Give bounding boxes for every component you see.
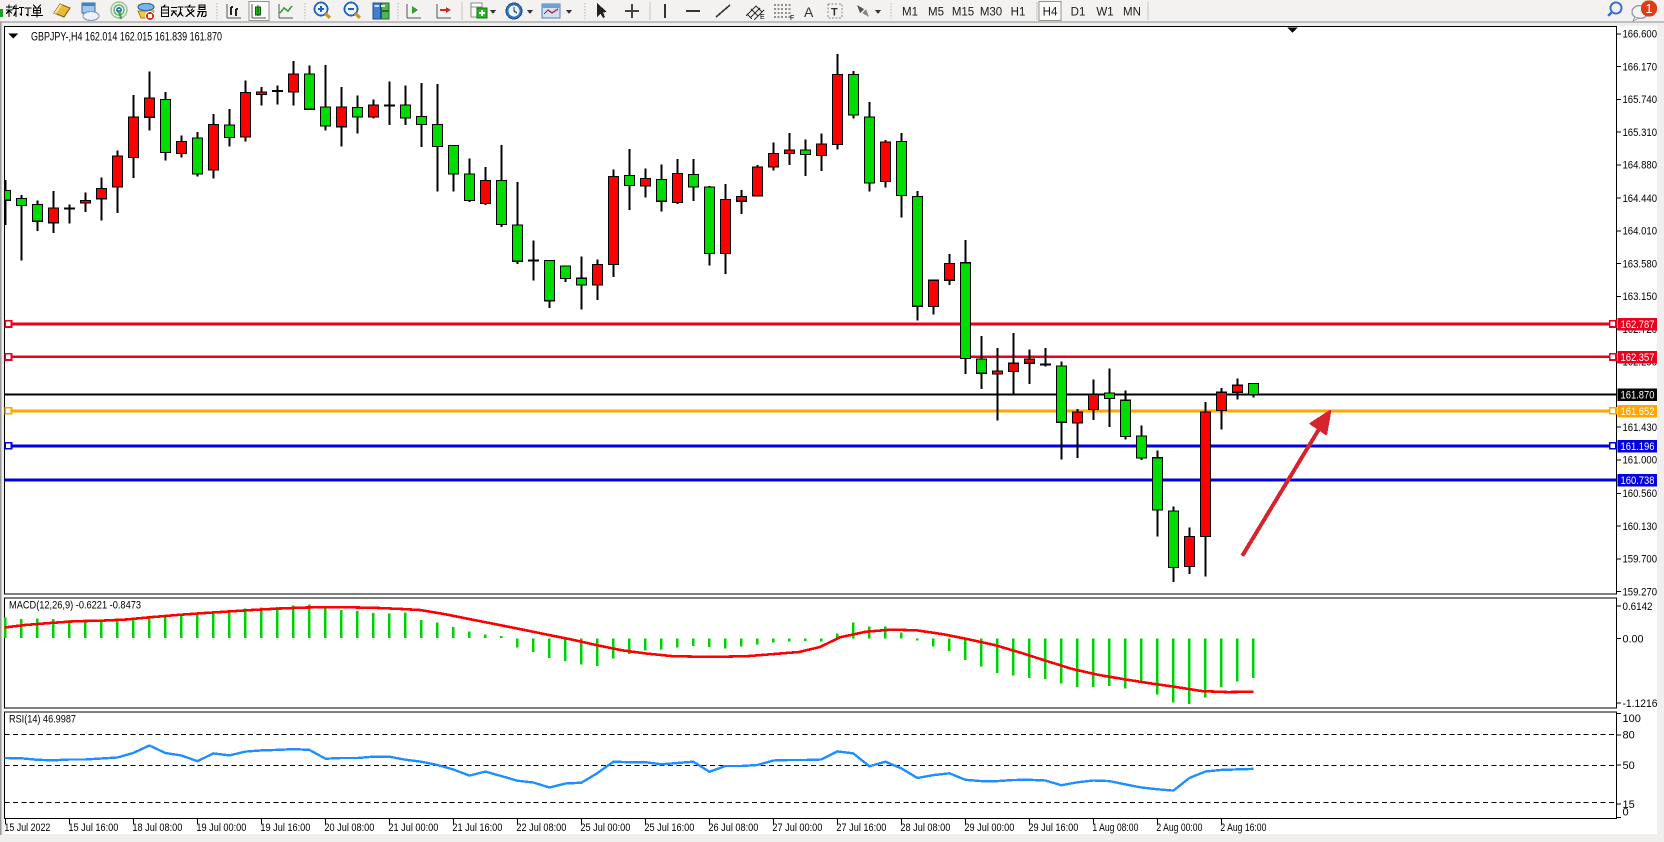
svg-text:163.150: 163.150 xyxy=(1623,291,1658,303)
svg-text:161.652: 161.652 xyxy=(1621,406,1655,418)
svg-text:50: 50 xyxy=(1623,760,1635,772)
svg-text:19 Jul 00:00: 19 Jul 00:00 xyxy=(196,822,246,834)
svg-text:164.010: 164.010 xyxy=(1623,226,1658,238)
svg-text:166.170: 166.170 xyxy=(1623,61,1658,73)
svg-text:0: 0 xyxy=(1623,806,1629,818)
svg-text:15: 15 xyxy=(1623,799,1635,811)
svg-text:166.600: 166.600 xyxy=(1623,29,1658,41)
svg-text:161.000: 161.000 xyxy=(1623,455,1658,467)
svg-text:161.430: 161.430 xyxy=(1623,422,1658,434)
svg-text:2 Aug 16:00: 2 Aug 16:00 xyxy=(1220,822,1266,834)
svg-text:0.6142: 0.6142 xyxy=(1623,601,1653,613)
svg-text:160.738: 160.738 xyxy=(1621,475,1655,487)
svg-text:25 Jul 00:00: 25 Jul 00:00 xyxy=(580,822,630,834)
svg-text:22 Jul 08:00: 22 Jul 08:00 xyxy=(516,822,566,834)
svg-text:80: 80 xyxy=(1623,730,1635,742)
svg-text:162.787: 162.787 xyxy=(1621,319,1655,331)
svg-text:M15: M15 xyxy=(952,7,974,19)
svg-text:159.270: 159.270 xyxy=(1623,586,1658,598)
svg-text:26 Jul 08:00: 26 Jul 08:00 xyxy=(708,822,758,834)
svg-text:161.870: 161.870 xyxy=(1621,390,1655,402)
svg-text:164.440: 164.440 xyxy=(1623,193,1658,205)
svg-text:H4: H4 xyxy=(1043,7,1058,19)
svg-text:21 Jul 00:00: 21 Jul 00:00 xyxy=(388,822,438,834)
svg-text:21 Jul 16:00: 21 Jul 16:00 xyxy=(452,822,502,834)
svg-text:W1: W1 xyxy=(1096,7,1113,19)
svg-text:D1: D1 xyxy=(1071,7,1086,19)
svg-text:100: 100 xyxy=(1623,713,1641,725)
svg-text:MACD(12,26,9) -0.6221 -0.8473: MACD(12,26,9) -0.6221 -0.8473 xyxy=(9,600,141,612)
svg-text:160.130: 160.130 xyxy=(1623,521,1658,533)
svg-text:25 Jul 16:00: 25 Jul 16:00 xyxy=(644,822,694,834)
svg-text:1: 1 xyxy=(1645,1,1652,16)
svg-text:2 Aug 00:00: 2 Aug 00:00 xyxy=(1156,822,1202,834)
svg-text:29 Jul 00:00: 29 Jul 00:00 xyxy=(964,822,1014,834)
svg-text:19 Jul 16:00: 19 Jul 16:00 xyxy=(260,822,310,834)
svg-text:160.560: 160.560 xyxy=(1623,488,1658,500)
svg-text:27 Jul 16:00: 27 Jul 16:00 xyxy=(836,822,886,834)
svg-text:162.357: 162.357 xyxy=(1621,352,1655,364)
svg-text:E: E xyxy=(760,14,765,21)
svg-text:A: A xyxy=(804,4,814,20)
svg-text:1 Aug 08:00: 1 Aug 08:00 xyxy=(1092,822,1138,834)
svg-text:GBPJPY-,H4 162.014 162.015 16: GBPJPY-,H4 162.014 162.015 161.839 161.8… xyxy=(31,32,222,44)
svg-text:M1: M1 xyxy=(902,7,918,19)
svg-text:28 Jul 08:00: 28 Jul 08:00 xyxy=(900,822,950,834)
svg-text:29 Jul 16:00: 29 Jul 16:00 xyxy=(1028,822,1078,834)
svg-text:165.740: 165.740 xyxy=(1623,94,1658,106)
svg-text:M30: M30 xyxy=(980,7,1002,19)
svg-text:159.700: 159.700 xyxy=(1623,554,1658,566)
svg-text:-1.1216: -1.1216 xyxy=(1623,698,1658,710)
svg-text:18 Jul 08:00: 18 Jul 08:00 xyxy=(132,822,182,834)
svg-text:164.880: 164.880 xyxy=(1623,160,1658,172)
svg-text:0.00: 0.00 xyxy=(1623,634,1644,646)
svg-text:15 Jul 16:00: 15 Jul 16:00 xyxy=(68,822,118,834)
svg-text:F: F xyxy=(790,15,794,22)
svg-text:27 Jul 00:00: 27 Jul 00:00 xyxy=(772,822,822,834)
svg-text:161.196: 161.196 xyxy=(1621,441,1655,453)
svg-text:20 Jul 08:00: 20 Jul 08:00 xyxy=(324,822,374,834)
svg-text:MN: MN xyxy=(1123,7,1141,19)
svg-text:T: T xyxy=(831,7,838,19)
svg-text:163.580: 163.580 xyxy=(1623,259,1658,271)
svg-text:RSI(14) 46.9987: RSI(14) 46.9987 xyxy=(9,714,76,726)
svg-text:H1: H1 xyxy=(1011,7,1026,19)
svg-text:165.310: 165.310 xyxy=(1623,127,1658,139)
svg-text:M5: M5 xyxy=(928,7,944,19)
svg-text:15 Jul 2022: 15 Jul 2022 xyxy=(4,822,50,834)
